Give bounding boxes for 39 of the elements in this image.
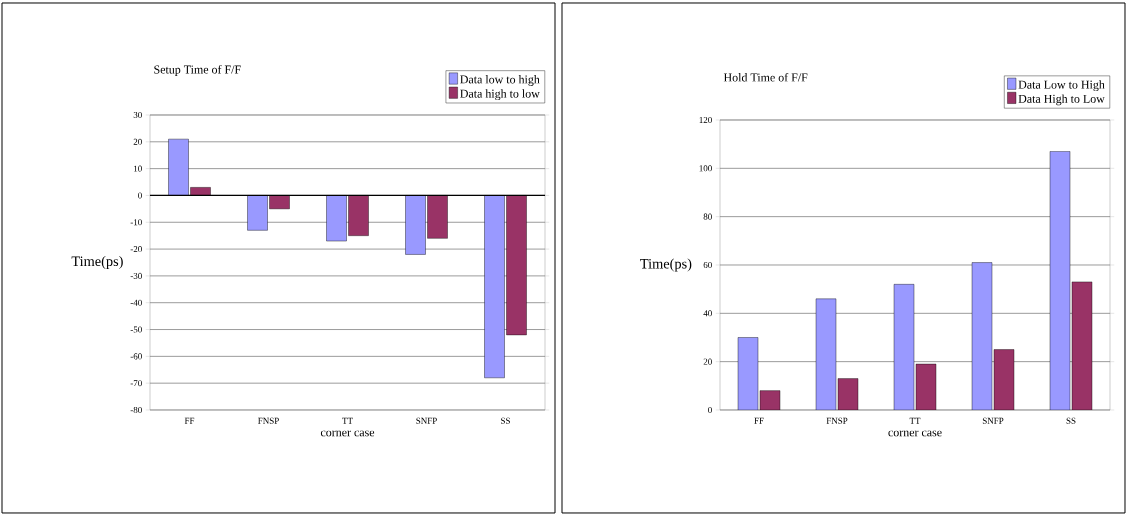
legend-label: Data High to Low (1018, 94, 1105, 106)
y-tick-label: 20 (133, 138, 142, 145)
legend-label: Data Low to High (1018, 80, 1105, 92)
x-axis-title: corner case (320, 430, 375, 437)
x-tick-label: SS (501, 417, 510, 424)
y-tick-label: -60 (130, 353, 142, 360)
x-tick-label: SS (1066, 417, 1076, 424)
x-tick-label: FF (754, 417, 764, 424)
y-tick-label: -10 (130, 219, 142, 226)
y-tick-label: 0 (708, 406, 712, 414)
x-tick-label: FNSP (258, 417, 279, 424)
y-tick-label: -30 (130, 272, 142, 279)
y-tick-label: 20 (703, 358, 712, 365)
y-tick-label: -50 (130, 326, 142, 333)
y-tick-label: 30 (133, 111, 142, 119)
x-tick-label: FF (184, 417, 195, 424)
x-tick-label: TT (342, 417, 353, 424)
x-axis-title: corner case (888, 430, 942, 437)
legend-label: Data high to low (460, 89, 540, 101)
y-tick-label: -20 (130, 246, 142, 253)
y-axis-title: Time(ps) (640, 258, 692, 272)
y-tick-label: 100 (699, 165, 712, 172)
x-tick-label: FNSP (826, 417, 848, 424)
y-tick-label: 60 (703, 261, 712, 269)
chart-title: Setup Time of F/F (154, 65, 241, 76)
chart-title: Hold Time of F/F (723, 72, 808, 82)
y-tick-label: 120 (699, 116, 712, 124)
y-tick-label: 40 (703, 310, 712, 317)
y-axis-title: Time(ps) (71, 255, 123, 269)
x-tick-label: TT (909, 417, 921, 424)
y-tick-label: -70 (130, 380, 142, 387)
y-tick-label: 0 (138, 192, 142, 199)
y-tick-label: -40 (130, 299, 142, 306)
y-tick-label: -80 (130, 406, 142, 414)
x-tick-label: SNFP (416, 417, 437, 424)
y-tick-label: 80 (703, 213, 712, 220)
y-tick-label: 10 (134, 165, 142, 172)
x-tick-label: SNFP (982, 417, 1004, 424)
legend-label: Data low to high (460, 75, 540, 86)
